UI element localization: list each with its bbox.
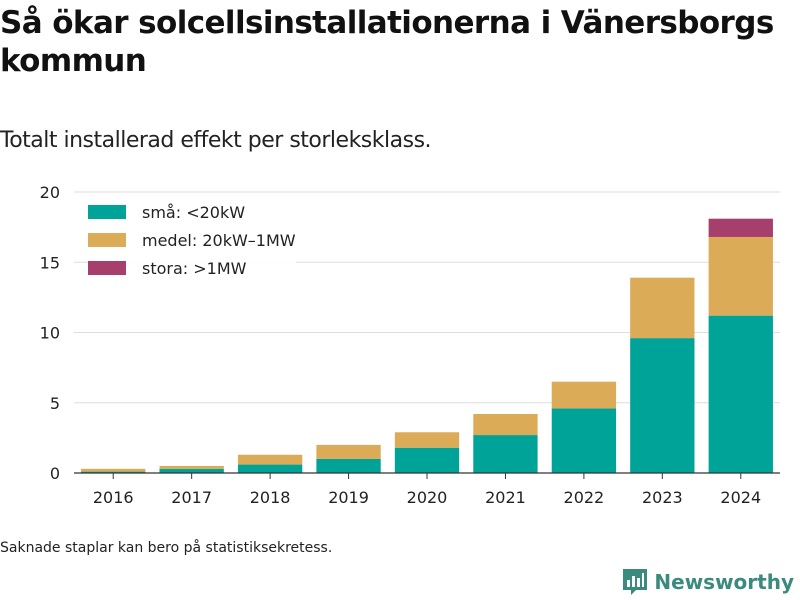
bar-segment [708,218,773,237]
y-tick-label: 15 [40,253,60,272]
bar-segment [394,432,460,448]
bar-segment [159,465,224,469]
chart-subtitle: Totalt installerad effekt per storlekskl… [0,128,432,153]
bar-segment [394,447,460,473]
x-tick-label: 2019 [328,488,369,507]
chart-title: Så ökar solcellsinstallationerna i Väner… [0,5,774,79]
legend-label: stora: >1MW [142,258,247,278]
bar-segment [551,408,617,473]
legend-item: stora: >1MW [88,254,296,282]
bar-segment [630,277,695,339]
bar-segment [473,413,538,436]
legend-swatch [88,261,126,275]
legend-label: små: <20kW [142,202,246,222]
x-tick-label: 2020 [407,488,448,507]
x-tick-label: 2024 [720,488,761,507]
y-tick-label: 0 [50,464,60,483]
bars [81,218,773,473]
y-tick-label: 20 [40,183,60,202]
bar-segment [708,236,773,316]
legend-swatch [88,205,126,219]
brand-name: Newsworthy [654,570,794,594]
brand: Newsworthy [622,568,794,596]
bar-segment [237,454,303,465]
footnote: Saknade staplar kan bero på statistiksek… [0,540,333,556]
bar-segment [473,435,538,473]
y-tick-label: 5 [50,394,60,413]
x-tick-label: 2021 [485,488,526,507]
axes: 0 5 10 15 20 2016 2017 2018 2019 2020 2021 2022 2023… [40,183,780,507]
x-tick-label: 2017 [171,488,212,507]
x-tick-label: 2016 [93,488,134,507]
bar-segment [81,471,146,473]
bar-segment [316,458,381,473]
legend-item: medel: 20kW–1MW [88,226,296,254]
x-tick-label: 2018 [250,488,291,507]
x-tick-label: 2023 [642,488,683,507]
bar-segment [159,468,224,473]
y-tick-label: 10 [40,324,60,343]
newsworthy-logo-icon [623,569,648,595]
legend-item: små: <20kW [88,198,296,226]
bar-segment [630,338,695,473]
legend-swatch [88,233,126,247]
legend-label: medel: 20kW–1MW [142,230,296,250]
bar-segment [551,381,617,409]
bar-segment [316,444,381,459]
bar-segment [708,315,773,473]
bar-chart: 0 5 10 15 20 2016 2017 2018 2019 2020 2021 2022 2023… [40,183,780,507]
bar-segment [237,464,303,473]
bar-segment [81,468,146,472]
x-tick-label: 2022 [564,488,605,507]
legend: små: <20kW medel: 20kW–1MW stora: >1MW [88,198,296,282]
